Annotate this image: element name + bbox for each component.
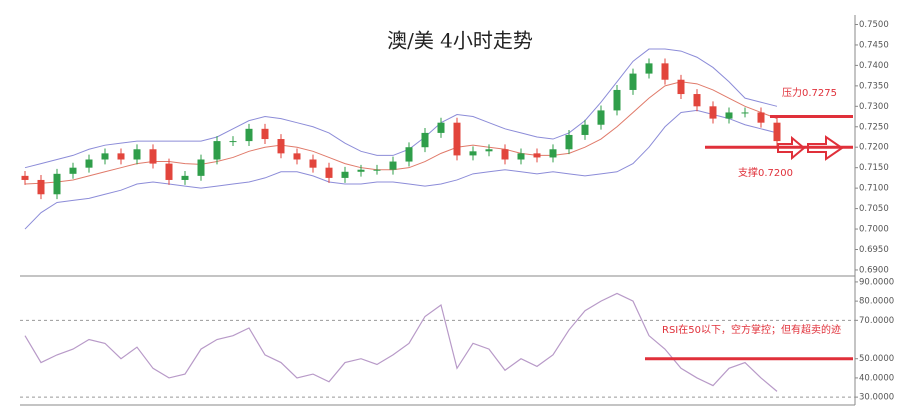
candle-body [469, 151, 477, 156]
candle-body [85, 159, 93, 168]
candle-body [517, 153, 525, 160]
y-tick-label: 0.6950 [859, 245, 889, 255]
y-tick-label: 0.7300 [859, 102, 889, 112]
candle-body [549, 149, 557, 158]
band-line [24, 48, 778, 169]
candle-body [117, 153, 125, 160]
candle-body [261, 128, 269, 140]
candle-body [693, 94, 701, 107]
annotation: 支撑0.7200 [738, 166, 793, 179]
candle-body [421, 132, 429, 148]
candle-body [133, 149, 141, 160]
candle-body [453, 122, 461, 156]
candle-body [613, 89, 621, 111]
candle-body [53, 173, 61, 195]
candle-body [437, 122, 445, 133]
candle-body [581, 124, 589, 135]
candle-body [725, 112, 733, 119]
y-tick-label: 70.0000 [859, 316, 894, 326]
candle-body [69, 167, 77, 174]
candle-body [565, 134, 573, 150]
annotation: RSI在50以下，空方掌控；但有超卖的迹 [662, 323, 841, 336]
band-line [24, 109, 778, 230]
y-tick-label: 0.7400 [859, 61, 889, 71]
candle-body [533, 153, 541, 158]
candle-body [277, 139, 285, 154]
candle-body [309, 159, 317, 168]
candle-body [389, 161, 397, 170]
candle-body [181, 175, 189, 180]
candle-body [629, 73, 637, 90]
candle-body [229, 141, 237, 143]
candle-body [597, 110, 605, 125]
candle-body [21, 175, 29, 180]
candle-body [357, 169, 365, 172]
candle-body [709, 106, 717, 119]
candle-body [341, 171, 349, 178]
candle-body [485, 149, 493, 152]
y-tick-label: 0.7000 [859, 225, 889, 235]
candle-body [245, 128, 253, 142]
y-tick-label: 0.6900 [859, 265, 889, 275]
candle-body [677, 79, 685, 95]
candle-body [37, 179, 45, 195]
rsi-line [24, 292, 778, 392]
candle-body [101, 153, 109, 160]
chart-title: 澳/美 4小时走势 [387, 29, 533, 53]
y-tick-label: 90.0000 [859, 277, 894, 287]
y-tick-label: 0.7150 [859, 163, 889, 173]
candle-body [149, 149, 157, 164]
candle-body [741, 112, 749, 114]
candle-body [293, 153, 301, 160]
y-tick-label: 0.7050 [859, 204, 889, 214]
y-tick-label: 0.7100 [859, 184, 889, 194]
candle-body [757, 112, 765, 123]
candle-body [405, 147, 413, 162]
candle-body [661, 63, 669, 80]
y-tick-label: 50.0000 [859, 354, 894, 364]
y-tick-label: 0.7500 [859, 20, 889, 30]
y-tick-label: 80.0000 [859, 297, 894, 307]
y-tick-label: 0.7200 [859, 143, 889, 153]
y-tick-label: 40.0000 [859, 373, 894, 383]
candle-body [197, 159, 205, 176]
candle-body [165, 163, 173, 180]
candle-body [213, 141, 221, 160]
candle-body [373, 169, 381, 171]
annotation: 压力0.7275 [782, 86, 837, 99]
candle-body [773, 122, 781, 142]
candle-body [325, 167, 333, 178]
candle-body [501, 149, 509, 160]
y-tick-label: 0.7250 [859, 122, 889, 132]
y-tick-label: 0.7450 [859, 40, 889, 50]
y-tick-label: 0.7350 [859, 81, 889, 91]
y-tick-label: 30.0000 [859, 393, 894, 403]
candle-body [645, 63, 653, 74]
